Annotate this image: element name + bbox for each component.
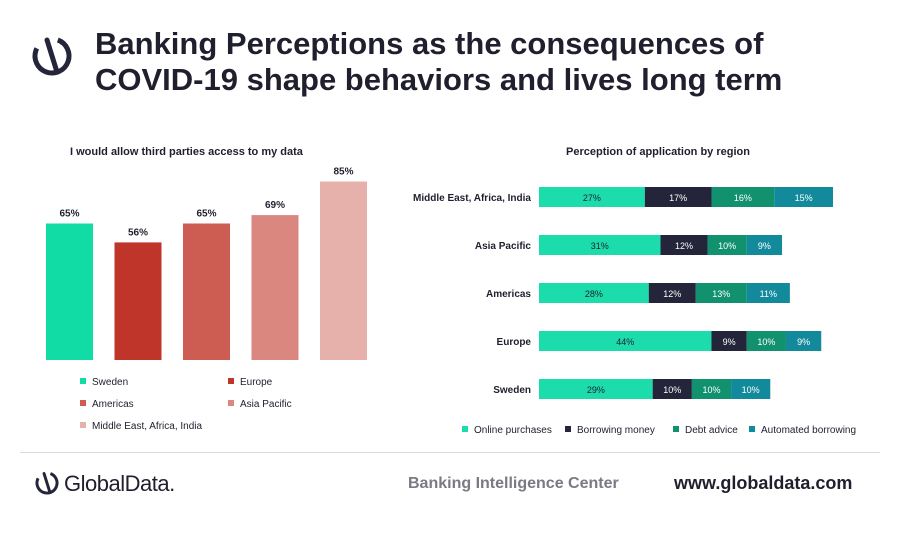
right-segment-3-3 [785, 331, 822, 351]
left-legend-item: Americas [80, 399, 134, 410]
right-segment-4-1 [652, 379, 692, 399]
right-legend-item: Debt advice [673, 425, 738, 436]
right-category-label-4: Sweden [493, 385, 531, 396]
legend-swatch [673, 426, 679, 432]
right-segment-2-3 [746, 283, 790, 303]
legend-swatch [80, 400, 86, 406]
right-segment-label-3-1: 9% [723, 337, 736, 347]
right-segment-label-4-2: 10% [702, 385, 720, 395]
right-segment-label-0-2: 16% [734, 193, 752, 203]
left-bar-label-1: 56% [128, 227, 148, 238]
right-category-label-0: Middle East, Africa, India [413, 193, 531, 204]
globaldata-logo-icon [32, 36, 72, 76]
legend-label: Automated borrowing [761, 425, 857, 436]
footer-center-text: Banking Intelligence Center [408, 475, 619, 492]
left-bar-2 [183, 223, 230, 360]
globaldata-footer-logo-icon [35, 471, 59, 495]
right-chart-title: Perception of application by region [566, 146, 750, 158]
left-bar-4 [320, 181, 367, 360]
right-category-label-3: Europe [497, 337, 532, 348]
right-segment-label-3-3: 9% [797, 337, 810, 347]
right-segment-label-0-3: 15% [795, 193, 813, 203]
legend-label: Borrowing money [577, 425, 655, 436]
left-bar-label-2: 65% [196, 209, 216, 220]
right-segment-4-2 [691, 379, 732, 399]
right-segment-label-1-3: 9% [758, 241, 771, 251]
right-segment-2-2 [695, 283, 747, 303]
left-chart-title: I would allow third parties access to my… [70, 146, 303, 158]
right-segment-label-1-2: 10% [718, 241, 736, 251]
left-legend-item: Asia Pacific [228, 399, 292, 410]
legend-label: Europe [240, 377, 273, 388]
right-segment-label-3-0: 44% [616, 337, 634, 347]
left-legend-item: Europe [228, 377, 272, 388]
right-segment-3-2 [746, 331, 786, 351]
left-legend-item: Sweden [80, 377, 128, 388]
right-segment-0-0 [539, 187, 645, 207]
right-segment-3-0 [539, 331, 712, 351]
legend-label: Online purchases [474, 425, 552, 436]
right-segment-2-0 [539, 283, 649, 303]
right-segment-1-0 [539, 235, 661, 255]
right-segment-3-1 [711, 331, 747, 351]
right-segment-2-1 [648, 283, 696, 303]
right-category-label-1: Asia Pacific [475, 241, 532, 252]
footer-divider [20, 452, 880, 453]
footer-url-link[interactable]: www.globaldata.com [674, 473, 853, 493]
right-segment-label-2-2: 13% [712, 289, 730, 299]
right-legend-item: Automated borrowing [749, 425, 856, 436]
right-segment-label-4-0: 29% [587, 385, 605, 395]
right-segment-0-2 [711, 187, 775, 207]
legend-label: Asia Pacific [240, 399, 292, 410]
legend-label: Debt advice [685, 425, 738, 436]
legend-swatch [749, 426, 755, 432]
right-segment-label-0-0: 27% [583, 193, 601, 203]
legend-label: Americas [92, 399, 134, 410]
left-bar-label-3: 69% [265, 200, 285, 211]
legend-swatch [228, 378, 234, 384]
right-segment-label-1-0: 31% [591, 241, 609, 251]
right-legend-item: Online purchases [462, 425, 552, 436]
right-segment-label-4-1: 10% [663, 385, 681, 395]
right-segment-4-0 [539, 379, 653, 399]
left-bar-3 [251, 215, 299, 360]
right-segment-label-0-1: 17% [669, 193, 687, 203]
legend-swatch [565, 426, 571, 432]
legend-label: Sweden [92, 377, 129, 388]
title-line-2: COVID-19 shape behaviors and lives long … [95, 62, 783, 97]
right-segment-1-3 [746, 235, 783, 255]
left-legend-item: Middle East, Africa, India [80, 421, 202, 432]
right-segment-0-1 [644, 187, 712, 207]
left-bar-label-0: 65% [59, 209, 79, 220]
right-segment-4-3 [731, 379, 771, 399]
right-category-label-2: Americas [486, 289, 531, 300]
legend-swatch [462, 426, 468, 432]
right-segment-label-1-1: 12% [675, 241, 693, 251]
right-segment-0-3 [774, 187, 833, 207]
right-segment-label-2-3: 11% [760, 289, 777, 299]
legend-label: Middle East, Africa, India [92, 421, 203, 432]
legend-swatch [80, 378, 86, 384]
right-segment-label-4-3: 10% [742, 385, 760, 395]
right-segment-1-1 [660, 235, 708, 255]
legend-swatch [80, 422, 86, 428]
footer-brand: GlobalData. [64, 471, 175, 496]
right-segment-label-3-2: 10% [757, 337, 775, 347]
title-line-1: Banking Perceptions as the consequences … [95, 26, 764, 61]
right-segment-label-2-1: 12% [663, 289, 681, 299]
left-bar-label-4: 85% [333, 167, 353, 178]
left-bar-1 [114, 242, 162, 360]
right-legend-item: Borrowing money [565, 425, 655, 436]
left-bar-0 [46, 223, 93, 360]
legend-swatch [228, 400, 234, 406]
right-segment-1-2 [707, 235, 747, 255]
right-segment-label-2-0: 28% [585, 289, 603, 299]
page-title: Banking Perceptions as the consequences … [95, 26, 875, 98]
